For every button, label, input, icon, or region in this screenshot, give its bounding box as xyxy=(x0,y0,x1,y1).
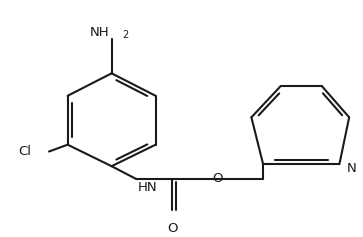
Text: O: O xyxy=(212,172,223,185)
Text: NH: NH xyxy=(90,26,110,39)
Text: Cl: Cl xyxy=(19,145,32,158)
Text: O: O xyxy=(167,222,178,235)
Text: 2: 2 xyxy=(122,30,129,40)
Text: HN: HN xyxy=(138,181,158,194)
Text: N: N xyxy=(347,162,357,175)
